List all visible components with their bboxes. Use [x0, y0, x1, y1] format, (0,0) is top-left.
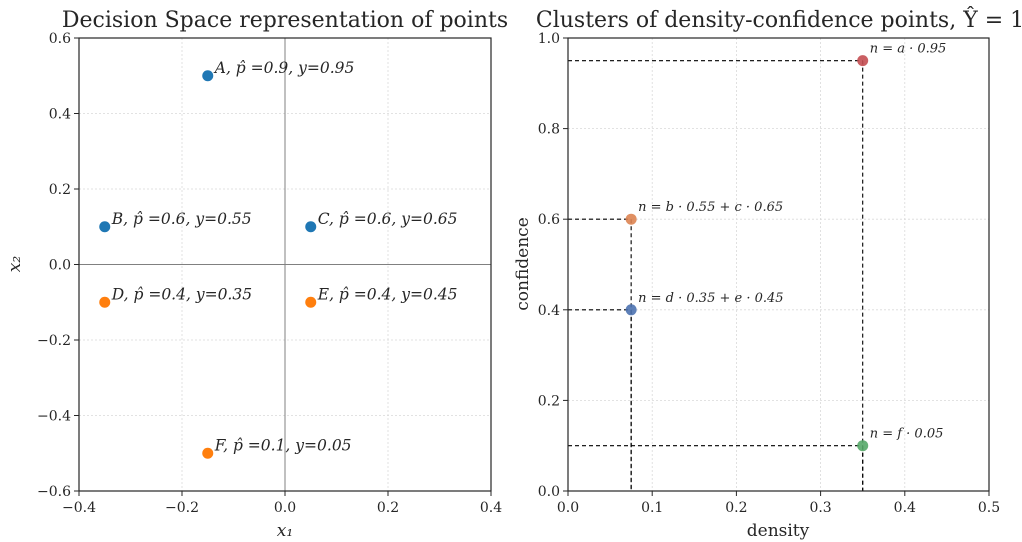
x-tick-label: 0.1	[641, 500, 663, 516]
x-tick-label: 0.4	[894, 500, 916, 516]
data-point-label: E, p̂ =0.4, y=0.45	[317, 285, 458, 303]
data-point	[857, 55, 869, 67]
x-tick-label: 0.5	[978, 500, 1000, 516]
x-tick-label: 0.2	[377, 500, 399, 516]
chart1-y-axis-label: x₂	[5, 256, 25, 273]
chart2-x-ticks: 0.0 0.1 0.2 0.3 0.4 0.5	[557, 491, 1000, 516]
data-point	[305, 221, 317, 233]
chart1-points	[99, 70, 317, 459]
x-tick-label: 0.2	[725, 500, 747, 516]
x-tick-label: 0.0	[557, 500, 579, 516]
data-point	[625, 304, 637, 316]
chart2-y-axis-label: confidence	[513, 217, 533, 311]
chart1-zero-lines	[79, 38, 491, 491]
y-tick-label: 0.8	[538, 122, 560, 138]
chart-density-confidence: Clusters of density-confidence points, Ŷ…	[513, 6, 1022, 541]
y-tick-label: 0.6	[538, 212, 560, 228]
chart-decision-space: Decision Space representation of points …	[5, 8, 508, 541]
data-point-label: F, p̂ =0.1, y=0.05	[214, 436, 352, 454]
chart2-frame	[567, 37, 990, 492]
data-point-label: n = f · 0.05	[870, 427, 944, 442]
x-tick-label: −0.4	[62, 500, 96, 516]
y-tick-label: 0.4	[538, 303, 560, 319]
data-point	[202, 70, 214, 82]
chart2-x-axis-label: density	[747, 521, 810, 541]
x-tick-label: 0.0	[274, 500, 296, 516]
y-tick-label: 0.2	[538, 393, 560, 409]
chart1-x-axis-label: x₁	[277, 521, 293, 541]
chart2-guide-lines	[568, 60, 864, 491]
y-tick-label: 0.0	[49, 258, 71, 274]
y-tick-label: 0.2	[49, 182, 71, 198]
data-point-label: n = d · 0.35 + e · 0.45	[638, 291, 783, 306]
data-point-label: n = a · 0.95	[870, 42, 947, 57]
chart2-title: Clusters of density-confidence points, Ŷ…	[536, 6, 1022, 33]
x-tick-label: −0.2	[165, 500, 199, 516]
x-tick-label: 0.3	[809, 500, 831, 516]
data-point	[99, 296, 111, 308]
data-point-label: D, p̂ =0.4, y=0.35	[111, 285, 252, 303]
data-point-label: A, p̂ =0.9, y=0.95	[213, 59, 355, 77]
chart1-y-ticks: −0.6 −0.4 −0.2 0.0 0.2 0.4 0.6	[37, 31, 79, 500]
chart2-points	[625, 55, 869, 452]
chart1-point-labels: A, p̂ =0.9, y=0.95 B, p̂ =0.6, y=0.55 C, p…	[111, 59, 458, 455]
chart1-x-ticks: −0.4 −0.2 0.0 0.2 0.4	[62, 491, 502, 516]
data-point	[202, 447, 214, 459]
chart1-title: Decision Space representation of points	[62, 8, 508, 33]
data-point	[99, 221, 111, 233]
chart2-point-labels: n = a · 0.95 n = b · 0.55 + c · 0.65 n = d…	[638, 42, 946, 442]
y-tick-label: 0.6	[49, 31, 71, 47]
y-tick-label: 0.4	[49, 107, 71, 123]
data-point-label: B, p̂ =0.6, y=0.55	[111, 210, 252, 228]
data-point	[857, 440, 869, 452]
data-point	[305, 296, 317, 308]
y-tick-label: −0.6	[37, 484, 71, 500]
data-point-label: n = b · 0.55 + c · 0.65	[638, 200, 783, 215]
y-tick-label: 1.0	[538, 31, 560, 47]
chart2-y-ticks: 0.0 0.2 0.4 0.6 0.8 1.0	[538, 31, 568, 500]
data-point-label: C, p̂ =0.6, y=0.65	[318, 210, 458, 228]
x-tick-label: 0.4	[480, 500, 502, 516]
y-tick-label: −0.4	[37, 409, 71, 425]
y-tick-label: 0.0	[538, 484, 560, 500]
y-tick-label: −0.2	[37, 333, 71, 349]
data-point	[625, 213, 637, 225]
